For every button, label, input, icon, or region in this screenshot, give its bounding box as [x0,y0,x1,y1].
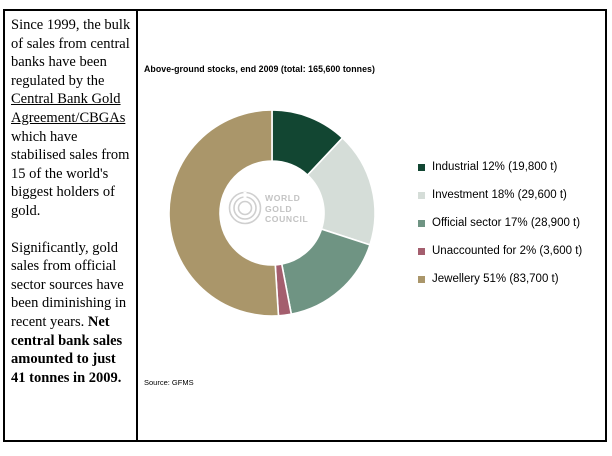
legend-label-investment: Investment 18% (29,600 t) [432,189,567,201]
legend-item-official-sector: Official sector 17% (28,900 t) [418,209,582,237]
logo-text: WORLD GOLD COUNCIL [265,193,308,225]
logo-line-3: COUNCIL [265,214,309,225]
legend-swatch-industrial [418,163,425,171]
legend-swatch-jewellery [418,275,425,283]
legend-item-jewellery: Jewellery 51% (83,700 t) [418,265,582,293]
chart-title: Above-ground stocks, end 2009 (total: 16… [144,64,375,74]
legend-label-unaccounted-for: Unaccounted for 2% (3,600 t) [432,245,583,257]
legend-label-official-sector: Official sector 17% (28,900 t) [432,217,581,229]
sidebar-paragraph-2: Significantly, gold sales from official … [11,239,131,388]
sidebar-paragraph-1: Since 1999, the bulk of sales from centr… [11,16,131,221]
legend-swatch-unaccounted-for [418,247,425,255]
figure-frame: Since 1999, the bulk of sales from centr… [3,9,607,442]
donut-slice-jewellery [168,109,280,317]
chart-source: Source: GFMS [144,378,194,387]
logo-line-1: WORLD [265,193,301,203]
donut-slice-official-sector [280,228,371,316]
legend-item-investment: Investment 18% (29,600 t) [418,181,582,209]
cbga-link[interactable]: Central Bank Gold Agreement/CBGAs [11,91,126,126]
sidebar-text: Since 1999, the bulk of sales from centr… [11,16,131,405]
legend-label-jewellery: Jewellery 51% (83,700 t) [432,273,559,285]
para1-text-a: Since 1999, the bulk of sales from centr… [11,17,131,89]
world-gold-council-logo: WORLD GOLD COUNCIL [228,191,324,231]
legend-item-industrial: Industrial 12% (19,800 t) [418,153,582,181]
chart-legend: Industrial 12% (19,800 t) Investment 18% … [418,153,582,293]
logo-line-2: GOLD [265,203,293,214]
logo-emblem-icon [228,191,262,225]
column-divider [136,11,138,440]
legend-swatch-investment [418,191,425,199]
para2-text-a: Significantly, gold sales from official … [11,239,127,330]
legend-label-industrial: Industrial 12% (19,800 t) [432,161,558,173]
para2-bold-text: Net central bank sales amounted to just … [11,313,123,386]
legend-swatch-official-sector [418,219,425,227]
para1-text-b: which have stabilised sales from 15 of t… [11,128,130,219]
legend-item-unaccounted-for: Unaccounted for 2% (3,600 t) [418,237,582,265]
